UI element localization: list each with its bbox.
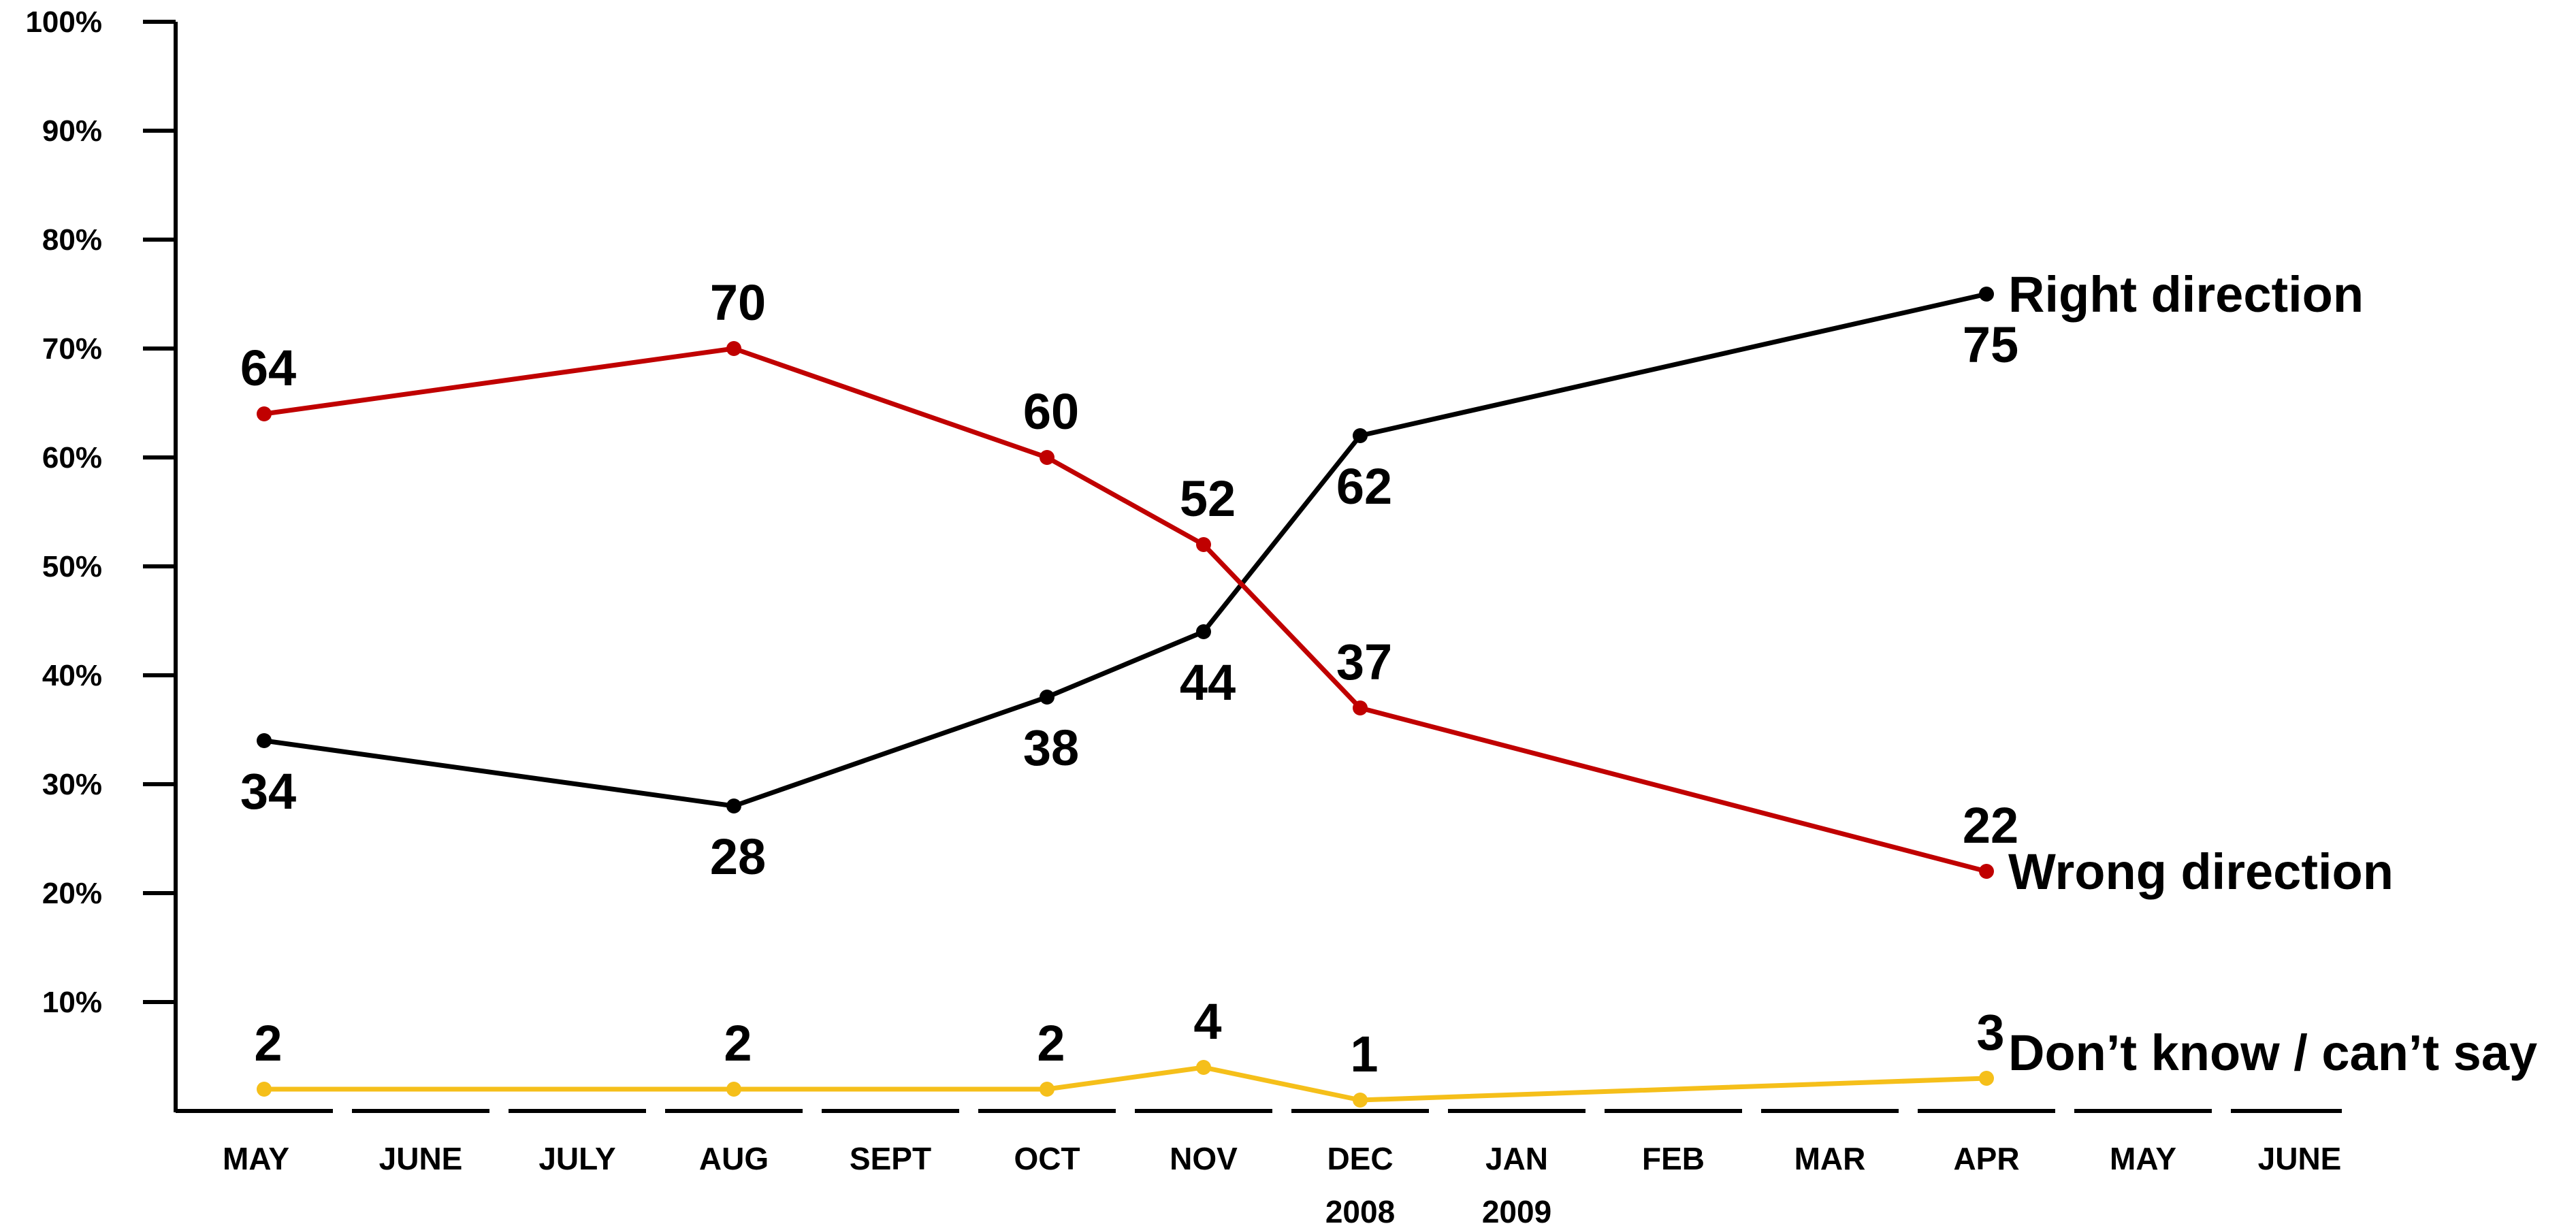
y-tick-label: 30% [42,768,102,801]
data-label: 38 [1023,720,1079,776]
data-point [257,733,272,748]
data-label: 2 [1037,1015,1065,1071]
data-label: 70 [710,274,766,331]
data-label: 60 [1023,383,1079,440]
data-label: 28 [710,828,766,885]
y-tick-label: 40% [42,659,102,692]
x-tick-label: JULY [538,1141,615,1176]
data-point [1353,700,1368,715]
y-tick-label: 10% [42,986,102,1019]
series-line [263,346,1987,874]
series-name-label: Right direction [2008,266,2364,323]
data-label: 75 [1963,317,2018,373]
x-tick-year-label: 2009 [1482,1194,1551,1226]
x-tick-label: MAY [2110,1141,2176,1176]
x-tick-label: OCT [1014,1141,1080,1176]
data-point [726,341,741,356]
data-point [726,1082,741,1097]
data-label: 3 [1976,1004,2004,1061]
x-tick-label: AUG [699,1141,769,1176]
data-point [1979,287,1994,302]
x-tick-label: FEB [1642,1141,1705,1176]
data-point [1040,690,1054,705]
x-tick-label: SEPT [850,1141,931,1176]
y-tick-label: 100% [25,5,102,39]
y-tick-label: 80% [42,223,102,257]
x-tick-label: JAN [1485,1141,1548,1176]
data-label: 62 [1336,458,1392,515]
x-tick-label: NOV [1170,1141,1238,1176]
data-point [1353,1093,1368,1108]
x-tick-label: DEC [1327,1141,1393,1176]
x-tick-label: MAY [223,1141,289,1176]
data-point [726,798,741,813]
data-point [257,1082,272,1097]
x-tick-year-label: 2008 [1325,1194,1395,1226]
x-axis: MAY JUNE JULY AUG SEPT OCT NOV DEC 2008 JAN 2009 FE… [176,1109,2342,1226]
data-label: 44 [1180,654,1236,711]
data-point [1196,624,1211,639]
data-point [1040,450,1054,465]
series-group: 2 2 2 4 1 3 Don’t know / can’t say [254,993,2537,1108]
y-axis: 10% 20% 30% 40% 50% 60% 70% 80% 90% 100% [25,5,178,1112]
data-point [257,406,272,421]
data-label: 34 [240,763,296,820]
data-label: 2 [254,1015,282,1071]
data-point [1979,1071,1994,1086]
y-tick-label: 50% [42,550,102,583]
x-tick-label: APR [1953,1141,2019,1176]
data-label: 22 [1963,797,2018,854]
data-point [1196,1060,1211,1075]
series-line [264,1065,1987,1103]
data-label: 64 [240,340,296,396]
data-label: 4 [1193,993,1221,1050]
data-label: 52 [1180,470,1236,527]
y-tick-label: 20% [42,877,102,910]
series-name-label: Don’t know / can’t say [2008,1025,2537,1081]
data-point [1040,1082,1054,1097]
series-name-label: Wrong direction [2008,843,2394,900]
data-point [1353,428,1368,443]
y-tick-label: 90% [42,114,102,148]
y-tick-label: 60% [42,441,102,474]
y-tick-label: 70% [42,332,102,366]
data-point [1979,864,1994,879]
data-label: 2 [724,1015,752,1071]
x-tick-label: JUNE [379,1141,463,1176]
data-label: 37 [1336,634,1392,690]
data-point [1196,537,1211,552]
x-tick-label: MAR [1794,1141,1866,1176]
data-label: 1 [1350,1026,1378,1082]
series-line [263,291,1987,809]
x-tick-label: JUNE [2258,1141,2342,1176]
